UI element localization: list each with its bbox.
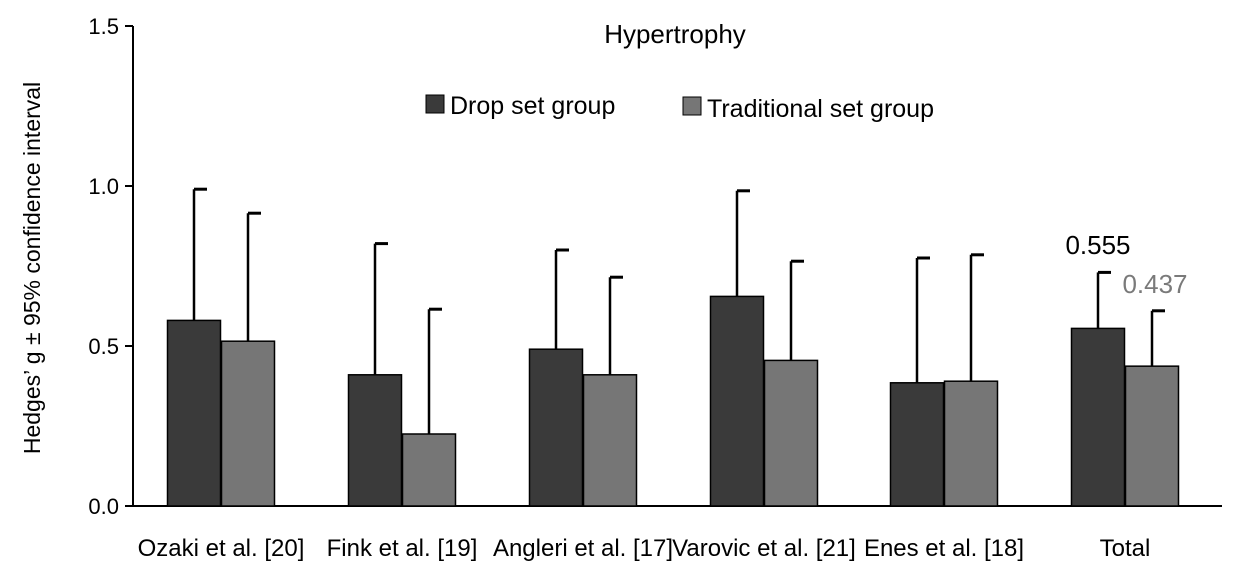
legend-label-traditional-set: Traditional set group [707, 95, 934, 123]
x-tick-label: Ozaki et al. [20] [138, 535, 305, 562]
legend-swatch-traditional-set [682, 96, 702, 116]
bar-traditional-set [401, 433, 457, 507]
x-tick-label: Varovic et al. [21] [672, 535, 856, 562]
bar-drop-set [528, 348, 584, 507]
x-tick-label: Total [1100, 535, 1151, 562]
y-axis-label: Hedges’ g ± 95% confidence interval [19, 82, 45, 454]
bar-traditional-set [220, 340, 276, 507]
x-tick-label: Fink et al. [19] [327, 535, 478, 562]
bar-traditional-set [943, 380, 999, 507]
y-tick-label: 1.5 [88, 14, 119, 39]
bar-drop-set [709, 295, 765, 507]
data-label: 0.437 [1122, 269, 1187, 299]
x-tick-label: Angleri et al. [17] [493, 535, 673, 562]
bar-drop-set [1070, 327, 1126, 507]
y-tick-label: 0.0 [88, 494, 119, 519]
y-tick-label: 1.0 [88, 174, 119, 199]
bar-traditional-set [1124, 365, 1180, 507]
bar-traditional-set [582, 374, 638, 507]
bar-drop-set [889, 382, 945, 507]
plot-area: 0.0 0.5 1.0 1.5 Ozaki et al. [20] Fink et al.… [88, 14, 1222, 562]
legend-swatch-drop-set [425, 94, 445, 114]
legend-label-drop-set: Drop set group [450, 92, 615, 120]
chart-title: Hypertrophy [604, 19, 746, 49]
bar-drop-set [166, 319, 222, 507]
legend: Drop set group Traditional set group [425, 92, 934, 123]
bar-drop-set [347, 374, 403, 507]
x-tick-label: Enes et al. [18] [864, 535, 1024, 562]
y-tick-label: 0.5 [88, 334, 119, 359]
bar-traditional-set [763, 359, 819, 507]
data-label: 0.555 [1065, 230, 1130, 260]
